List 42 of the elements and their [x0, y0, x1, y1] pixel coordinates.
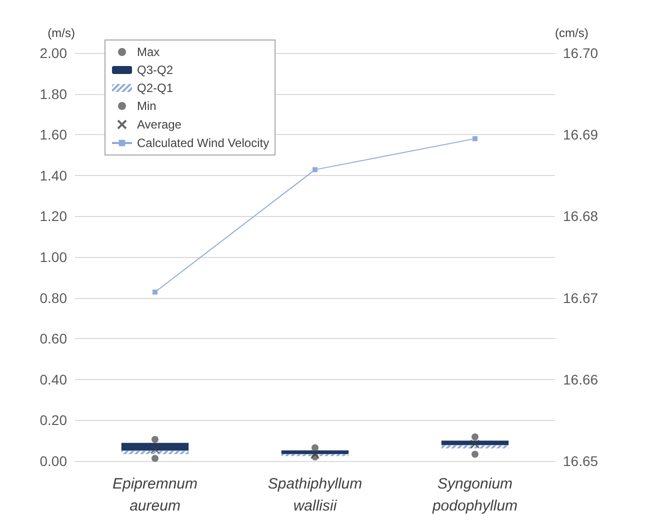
point — [312, 167, 318, 172]
legend-label: Q2-Q1 — [137, 81, 174, 95]
y-tick-label: 0.00 — [40, 453, 68, 469]
point — [152, 290, 158, 295]
y-tick-label: 1.40 — [40, 167, 68, 184]
point — [472, 136, 478, 142]
point — [470, 439, 480, 449]
y-tick-label: 0.60 — [40, 330, 68, 347]
y-tick-label: 1.20 — [40, 208, 68, 224]
point — [152, 436, 158, 443]
y2-tick-label: 16.68 — [563, 208, 598, 224]
point — [310, 450, 320, 459]
legend-label: Max — [137, 45, 160, 59]
y-axis-title: (m/s) — [48, 26, 75, 40]
bar — [121, 442, 189, 451]
y2-axis-title: (cm/s) — [555, 26, 588, 40]
legend-label: Q3-Q2 — [137, 63, 174, 77]
y2-tick-label: 16.65 — [563, 453, 598, 469]
bar — [281, 450, 349, 454]
y-tick-label: 0.20 — [40, 412, 68, 428]
legend-label: Min — [137, 99, 156, 113]
y2-tick-label: 16.69 — [563, 126, 598, 143]
y2-tick-label: 16.67 — [563, 290, 598, 306]
y-tick-label: 1.00 — [40, 249, 68, 265]
point — [312, 444, 318, 452]
y-tick-label: 1.80 — [40, 86, 68, 102]
x-tick-label: Spathiphyllum wallisii — [268, 476, 362, 514]
y-tick-label: 0.80 — [40, 290, 68, 306]
point — [150, 444, 160, 454]
x-tick-label: Syngonium podophyllum — [431, 476, 518, 514]
point — [152, 454, 158, 462]
y-tick-label: 0.40 — [40, 371, 68, 388]
y-tick-label: 2.00 — [40, 45, 68, 61]
point — [472, 433, 478, 440]
y2-tick-label: 16.66 — [563, 371, 598, 388]
point — [472, 450, 478, 458]
y2-tick-label: 16.70 — [563, 45, 598, 61]
y-tick-label: 1.60 — [40, 126, 68, 143]
legend-label: Average — [137, 118, 182, 132]
x-tick-label: Epipremnum aureum — [112, 476, 198, 514]
bar — [441, 440, 509, 446]
legend-label: Calculated Wind Velocity — [137, 136, 270, 150]
